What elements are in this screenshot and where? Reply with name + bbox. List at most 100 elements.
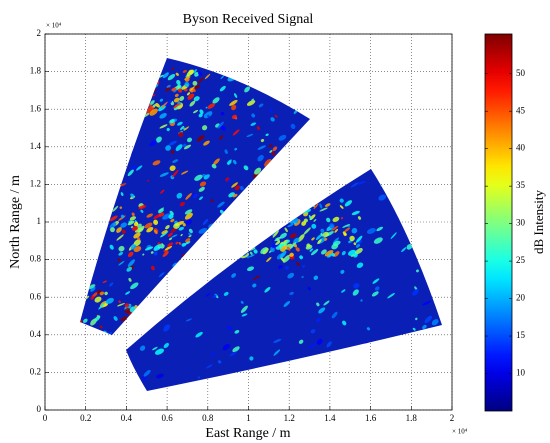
speckle xyxy=(127,220,135,226)
speckle xyxy=(130,165,137,170)
speckle xyxy=(149,140,157,147)
speckle xyxy=(127,169,134,177)
speckle xyxy=(272,238,276,242)
speckle xyxy=(332,216,340,223)
speckle xyxy=(219,135,224,140)
speckle xyxy=(355,248,363,255)
speckle xyxy=(372,278,380,284)
speckle xyxy=(118,300,121,304)
speckle xyxy=(116,234,124,241)
speckle xyxy=(290,123,296,129)
speckle xyxy=(273,338,282,343)
speckle xyxy=(324,250,334,257)
speckle xyxy=(373,237,383,244)
speckle xyxy=(303,218,308,223)
speckle xyxy=(360,299,363,302)
speckle xyxy=(193,193,198,199)
speckle xyxy=(331,311,338,319)
speckle xyxy=(120,214,125,219)
speckle xyxy=(344,227,351,233)
speckle xyxy=(246,133,254,138)
speckle xyxy=(232,129,240,136)
speckle xyxy=(270,246,275,253)
speckle xyxy=(203,140,210,146)
speckle xyxy=(387,292,395,299)
speckle xyxy=(293,237,300,244)
speckle xyxy=(102,280,107,284)
speckle xyxy=(164,245,173,251)
x-tick-label: 1 xyxy=(246,413,251,423)
speckle xyxy=(160,189,165,194)
speckle xyxy=(366,228,376,234)
speckle xyxy=(311,223,317,229)
speckle xyxy=(198,186,205,192)
speckle xyxy=(324,203,331,207)
speckle xyxy=(219,85,226,92)
speckle xyxy=(184,212,193,220)
speckle xyxy=(333,251,340,257)
speckle xyxy=(171,87,177,92)
speckle xyxy=(117,258,122,263)
speckle xyxy=(279,250,287,259)
colorbar-tick-label: 20 xyxy=(516,293,526,303)
speckle xyxy=(224,149,228,154)
speckle xyxy=(234,93,238,98)
speckle xyxy=(285,265,289,270)
speckle xyxy=(133,239,141,247)
x-tick-label: 1.4 xyxy=(324,413,336,423)
speckle xyxy=(175,144,183,151)
speckle xyxy=(183,126,190,131)
speckle xyxy=(342,231,347,236)
speckle xyxy=(234,329,240,334)
speckle xyxy=(223,291,229,296)
speckle xyxy=(286,246,291,251)
speckle xyxy=(119,206,123,209)
speckle xyxy=(331,225,339,231)
colorbar-tick-label: 35 xyxy=(516,180,526,190)
colorbar-tick-label: 40 xyxy=(516,143,526,153)
speckle xyxy=(282,254,291,263)
speckle xyxy=(424,315,433,324)
speckle xyxy=(99,291,105,296)
speckle xyxy=(331,253,335,257)
y-tick-label: 1.8 xyxy=(30,66,42,76)
chart-title: Byson Received Signal xyxy=(183,12,314,27)
speckle xyxy=(192,80,198,86)
speckle xyxy=(201,125,208,131)
speckle xyxy=(292,217,299,224)
speckle xyxy=(173,223,180,229)
speckle xyxy=(401,247,407,253)
speckle xyxy=(125,291,131,295)
speckle xyxy=(167,232,174,237)
speckle xyxy=(180,233,183,237)
speckle xyxy=(316,302,320,307)
speckle xyxy=(327,253,333,258)
speckle xyxy=(158,212,165,217)
speckle xyxy=(281,245,287,249)
speckle xyxy=(199,109,204,114)
speckle xyxy=(234,147,238,151)
speckle xyxy=(289,233,297,239)
speckle xyxy=(241,313,248,317)
colorbar-label: dB Intensity xyxy=(531,190,546,254)
speckle xyxy=(309,248,314,252)
speckle xyxy=(265,133,269,136)
y-tick-label: 1.2 xyxy=(30,178,41,188)
speckle xyxy=(126,266,132,272)
speckle xyxy=(311,237,315,241)
speckle xyxy=(303,209,312,214)
speckle xyxy=(162,213,172,220)
speckle xyxy=(186,92,191,96)
x-tick-label: 1.2 xyxy=(284,413,295,423)
speckle xyxy=(204,73,211,80)
speckle xyxy=(289,252,294,257)
speckle xyxy=(278,264,283,269)
speckle xyxy=(376,226,384,232)
speckle xyxy=(318,307,326,314)
speckle xyxy=(184,77,190,82)
speckle xyxy=(163,342,169,349)
speckle xyxy=(268,144,273,148)
x-axis-label: East Range / m xyxy=(205,426,290,441)
speckle xyxy=(151,265,155,271)
speckle xyxy=(159,98,163,102)
